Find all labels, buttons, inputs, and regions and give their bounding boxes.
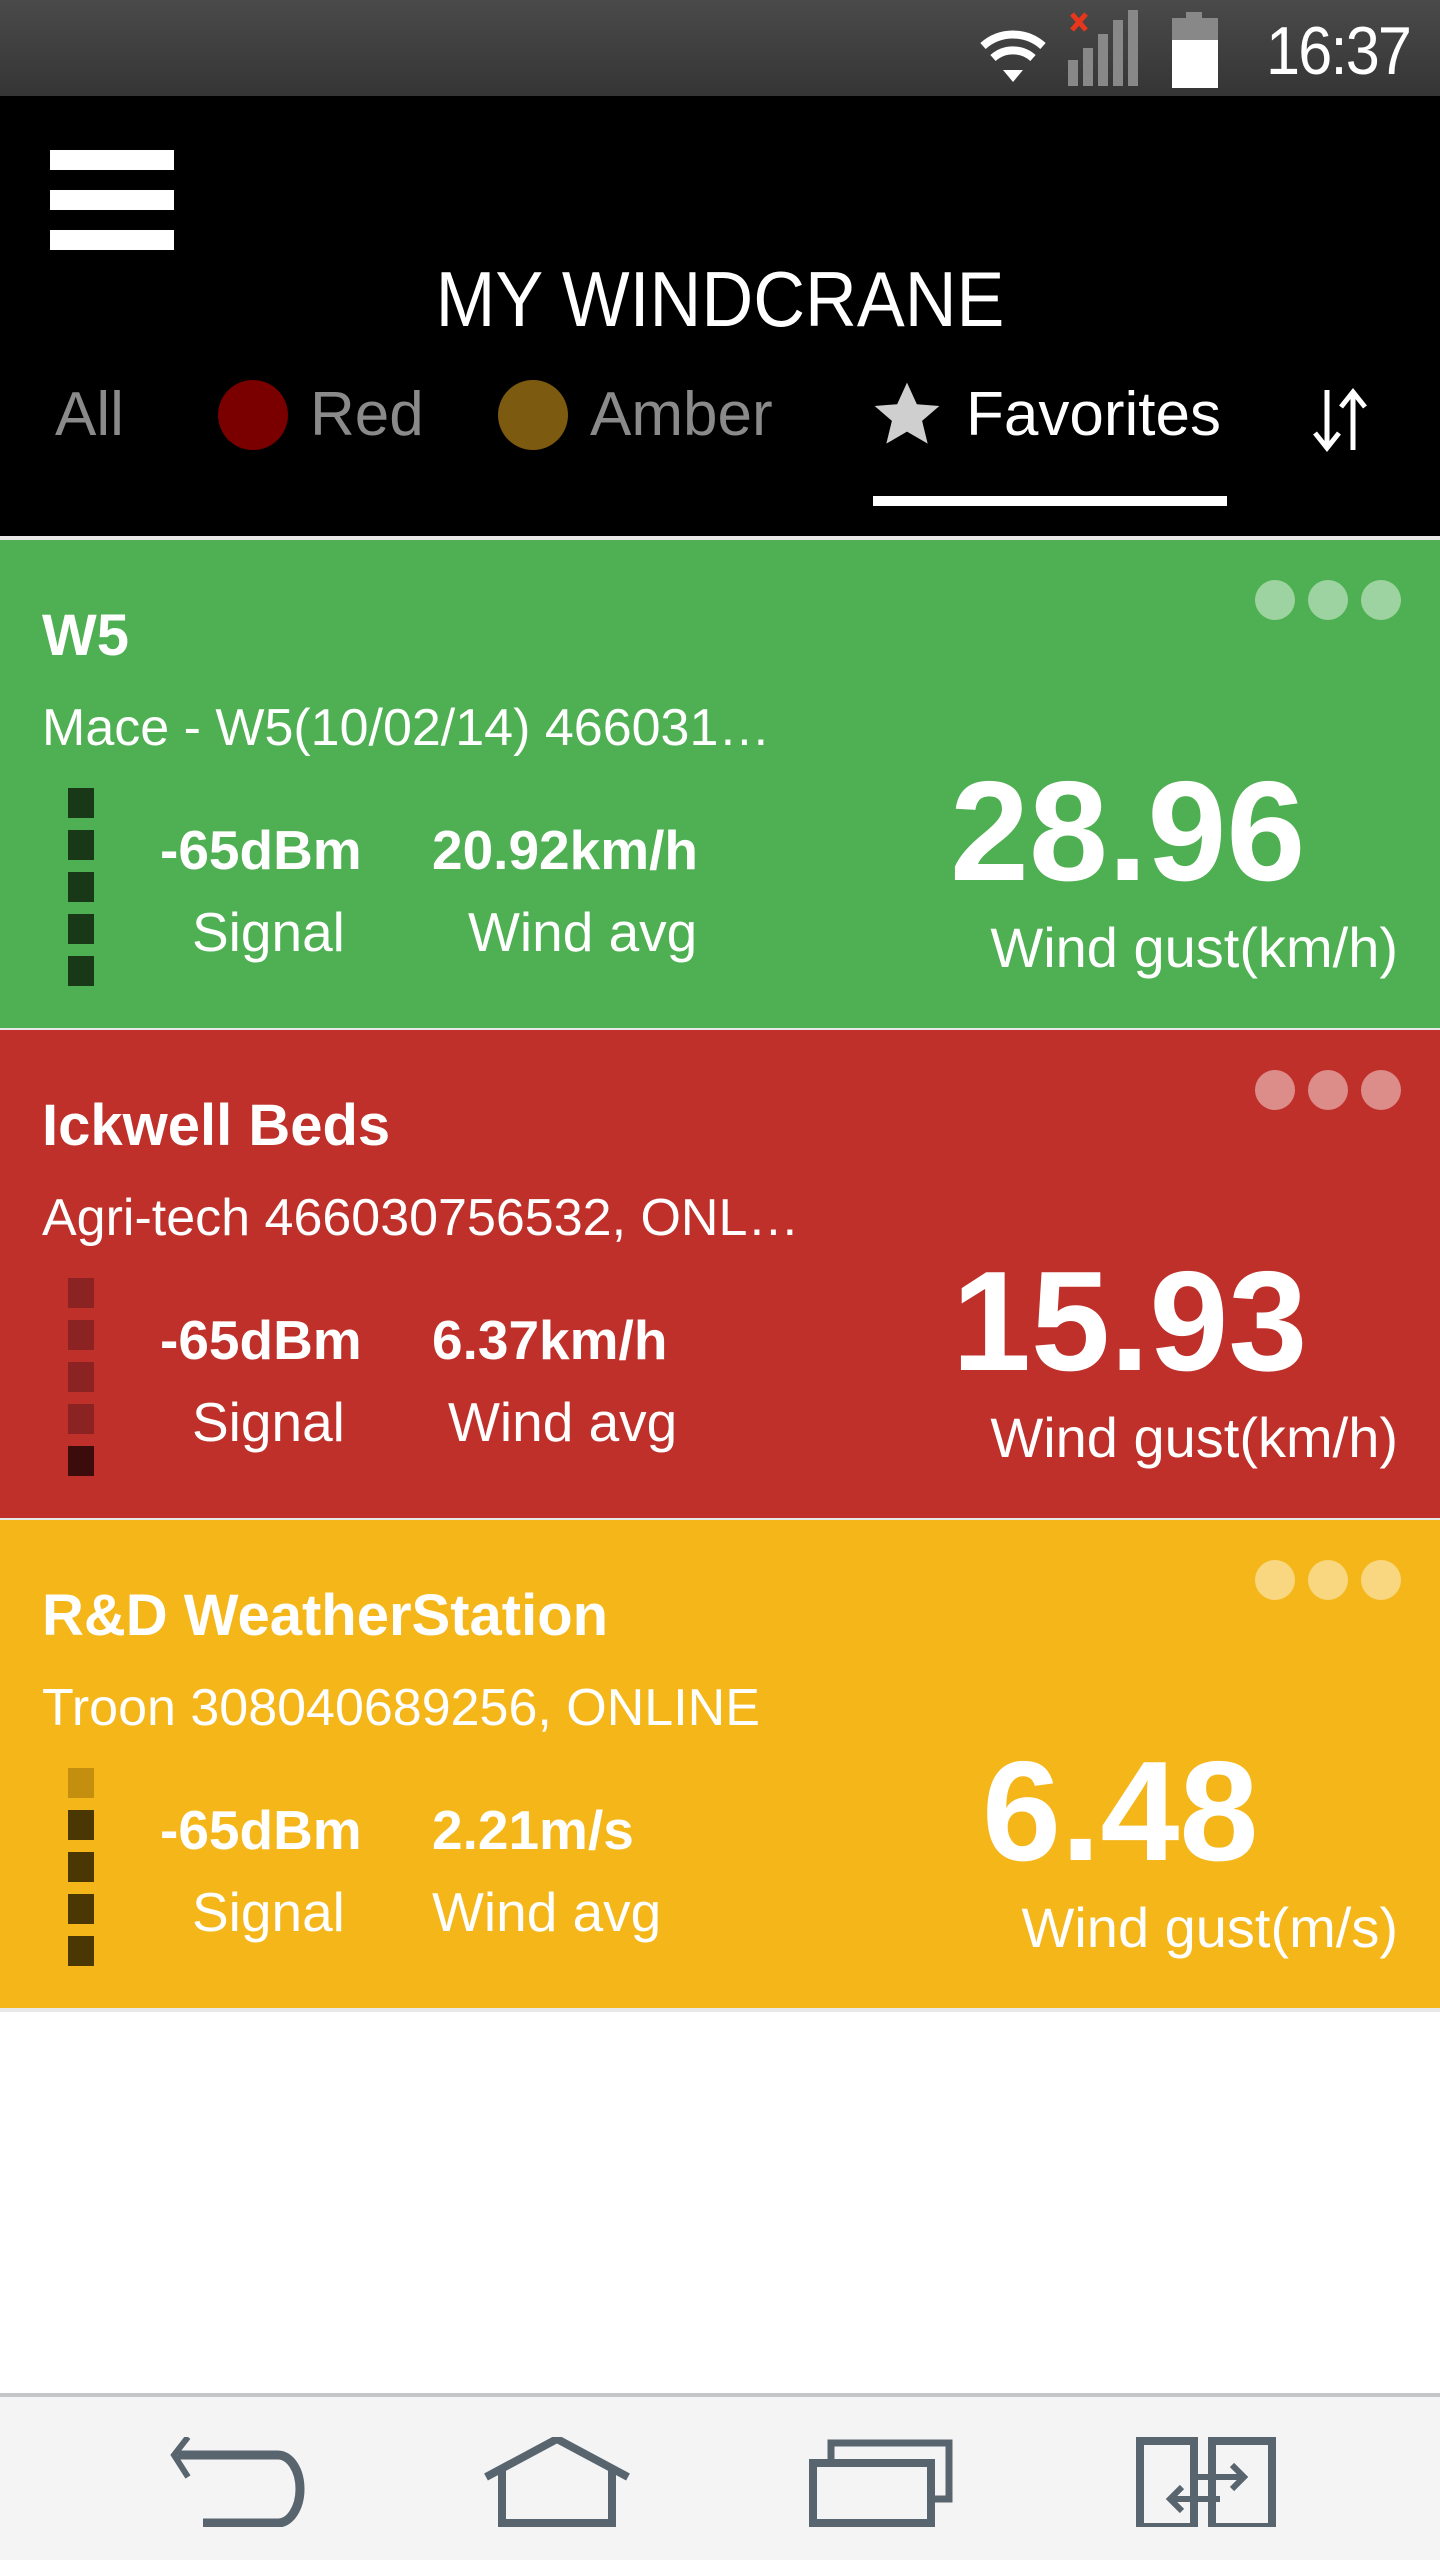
wind-gust-label: Wind gust(m/s) <box>1021 1896 1399 1959</box>
signal-bar <box>68 1894 94 1924</box>
signal-label: Signal <box>192 1391 345 1453</box>
station-card[interactable]: Ickwell Beds Agri-tech 466030756532, ONL… <box>0 1030 1440 1518</box>
wind-avg-label: Wind avg <box>468 901 698 963</box>
battery-icon <box>1172 12 1218 88</box>
signal-value: -65dBm <box>160 819 362 881</box>
more-options-dot[interactable] <box>1308 580 1348 620</box>
station-name: R&D WeatherStation <box>42 1583 609 1648</box>
tab-favorites[interactable]: Favorites <box>966 380 1221 449</box>
signal-bar <box>68 956 94 986</box>
sort-arrows-icon[interactable] <box>1305 385 1375 455</box>
wind-avg-label: Wind avg <box>432 1881 662 1943</box>
home-icon[interactable] <box>482 2437 632 2527</box>
tab-amber[interactable]: Amber <box>590 380 773 449</box>
station-card[interactable]: W5 Mace - W5(10/02/14) 466031… -65dBm Si… <box>0 540 1440 1028</box>
more-options-dot[interactable] <box>1361 1560 1401 1600</box>
signal-bar <box>68 1852 94 1882</box>
signal-bar <box>68 914 94 944</box>
app-bar: MY WINDCRANE <box>0 96 1440 538</box>
signal-label: Signal <box>192 901 345 963</box>
signal-bar <box>68 1320 94 1350</box>
signal-bar <box>68 1362 94 1392</box>
signal-value: -65dBm <box>160 1799 362 1861</box>
wifi-icon <box>980 30 1046 82</box>
more-options-dot[interactable] <box>1308 1070 1348 1110</box>
divider <box>0 2008 1440 2012</box>
signal-bar <box>68 1278 94 1308</box>
signal-bar <box>68 788 94 818</box>
more-options-dot[interactable] <box>1255 1070 1295 1110</box>
dual-window-icon[interactable] <box>1132 2437 1282 2527</box>
active-tab-indicator <box>873 496 1227 506</box>
signal-label: Signal <box>192 1881 345 1943</box>
wind-gust-label: Wind gust(km/h) <box>990 916 1398 979</box>
signal-bar <box>68 1404 94 1434</box>
signal-bar <box>68 1936 94 1966</box>
cellular-no-signal-icon <box>1068 10 1138 86</box>
more-options-dot[interactable] <box>1361 580 1401 620</box>
more-options-dot[interactable] <box>1308 1560 1348 1600</box>
signal-bar <box>68 1810 94 1840</box>
hamburger-menu-icon[interactable] <box>40 136 190 266</box>
signal-bar <box>68 830 94 860</box>
signal-bar <box>68 1446 94 1476</box>
signal-bar <box>68 872 94 902</box>
station-subtitle: Troon 308040689256, ONLINE <box>42 1679 760 1737</box>
wind-avg-value: 20.92km/h <box>432 819 699 881</box>
wind-gust-value: 6.48 <box>982 1732 1259 1891</box>
red-dot-icon <box>218 380 288 450</box>
station-subtitle: Agri-tech 466030756532, ONL… <box>42 1189 800 1247</box>
clock: 16:37 <box>1265 13 1412 89</box>
station-card[interactable]: R&D WeatherStation Troon 308040689256, O… <box>0 1520 1440 2008</box>
wind-gust-value: 15.93 <box>952 1242 1308 1401</box>
station-subtitle: Mace - W5(10/02/14) 466031… <box>42 699 771 757</box>
tab-red[interactable]: Red <box>310 380 424 449</box>
station-name: W5 <box>42 603 129 668</box>
more-options-dot[interactable] <box>1361 1070 1401 1110</box>
wind-avg-value: 2.21m/s <box>432 1799 634 1861</box>
amber-dot-icon <box>498 380 568 450</box>
wind-avg-label: Wind avg <box>448 1391 678 1453</box>
divider <box>0 536 1440 540</box>
station-name: Ickwell Beds <box>42 1093 391 1158</box>
star-icon <box>874 382 940 444</box>
tab-all[interactable]: All <box>55 380 124 449</box>
wind-gust-label: Wind gust(km/h) <box>990 1406 1398 1469</box>
status-bar: 16:37 <box>0 0 1440 96</box>
recent-apps-icon[interactable] <box>807 2437 957 2527</box>
signal-bar <box>68 1768 94 1798</box>
signal-value: -65dBm <box>160 1309 362 1371</box>
page-title: MY WINDCRANE <box>435 255 1005 343</box>
navigation-bar <box>0 2393 1440 2560</box>
more-options-dot[interactable] <box>1255 1560 1295 1600</box>
more-options-dot[interactable] <box>1255 580 1295 620</box>
back-icon[interactable] <box>158 2437 308 2527</box>
wind-gust-value: 28.96 <box>950 752 1306 911</box>
wind-avg-value: 6.37km/h <box>432 1309 668 1371</box>
